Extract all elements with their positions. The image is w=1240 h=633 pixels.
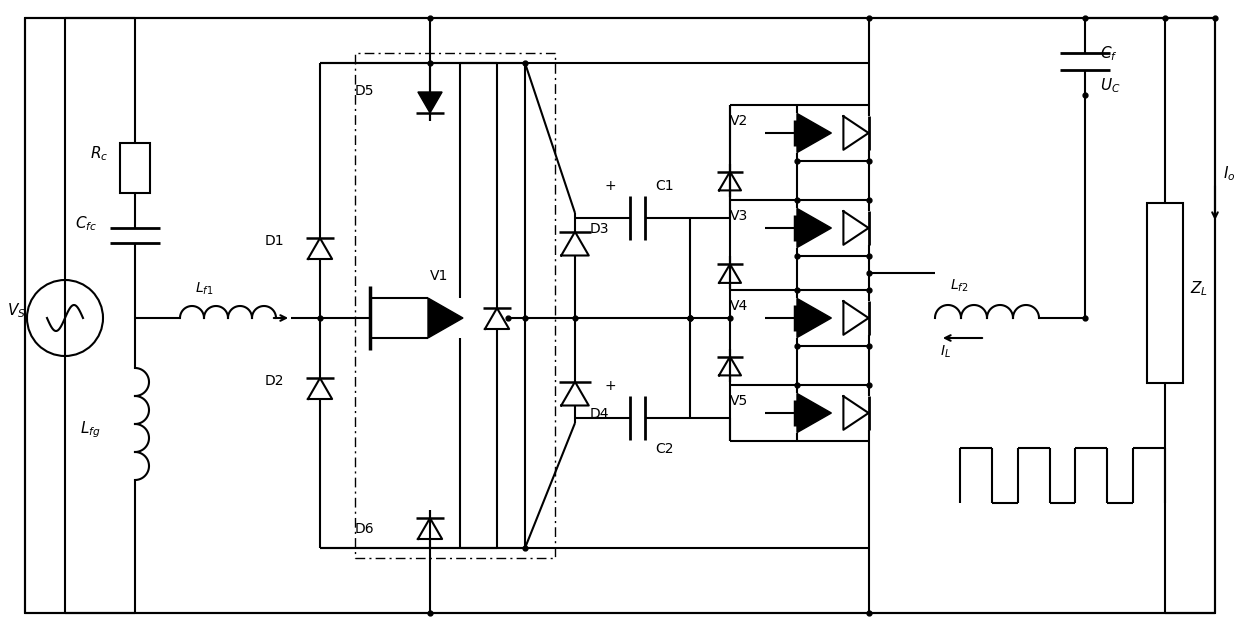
Polygon shape (428, 298, 463, 338)
Polygon shape (797, 298, 831, 337)
Text: V1: V1 (430, 269, 449, 283)
Text: D6: D6 (355, 522, 374, 536)
Polygon shape (797, 393, 831, 432)
Text: D2: D2 (265, 374, 284, 388)
Text: +: + (604, 379, 616, 393)
Text: D1: D1 (265, 234, 285, 248)
Polygon shape (797, 113, 831, 153)
Text: D4: D4 (590, 407, 610, 421)
Text: $C_{fc}$: $C_{fc}$ (74, 214, 97, 233)
Text: V5: V5 (730, 394, 748, 408)
Polygon shape (797, 208, 831, 248)
Text: $L_{fg}$: $L_{fg}$ (81, 419, 100, 440)
Text: D5: D5 (355, 84, 374, 98)
Text: $I_L$: $I_L$ (940, 344, 951, 360)
Bar (120, 143, 150, 193)
Text: $R_c$: $R_c$ (91, 144, 108, 163)
Text: C2: C2 (655, 442, 673, 456)
Text: $I_o$: $I_o$ (1223, 164, 1235, 183)
Text: V4: V4 (730, 299, 748, 313)
Text: C1: C1 (655, 179, 673, 193)
Text: D3: D3 (590, 222, 610, 236)
Text: $C_f$: $C_f$ (1100, 44, 1117, 63)
Text: V2: V2 (730, 114, 748, 128)
Bar (1147, 203, 1183, 383)
Text: $U_C$: $U_C$ (1100, 76, 1121, 95)
Text: $Z_L$: $Z_L$ (1190, 279, 1208, 298)
Text: $L_{f1}$: $L_{f1}$ (195, 281, 213, 298)
Polygon shape (418, 92, 443, 113)
Text: +: + (604, 179, 616, 193)
Text: V3: V3 (730, 209, 748, 223)
Text: $V_S$: $V_S$ (7, 301, 26, 320)
Bar (355, 53, 556, 558)
Text: $L_{f2}$: $L_{f2}$ (950, 278, 968, 294)
